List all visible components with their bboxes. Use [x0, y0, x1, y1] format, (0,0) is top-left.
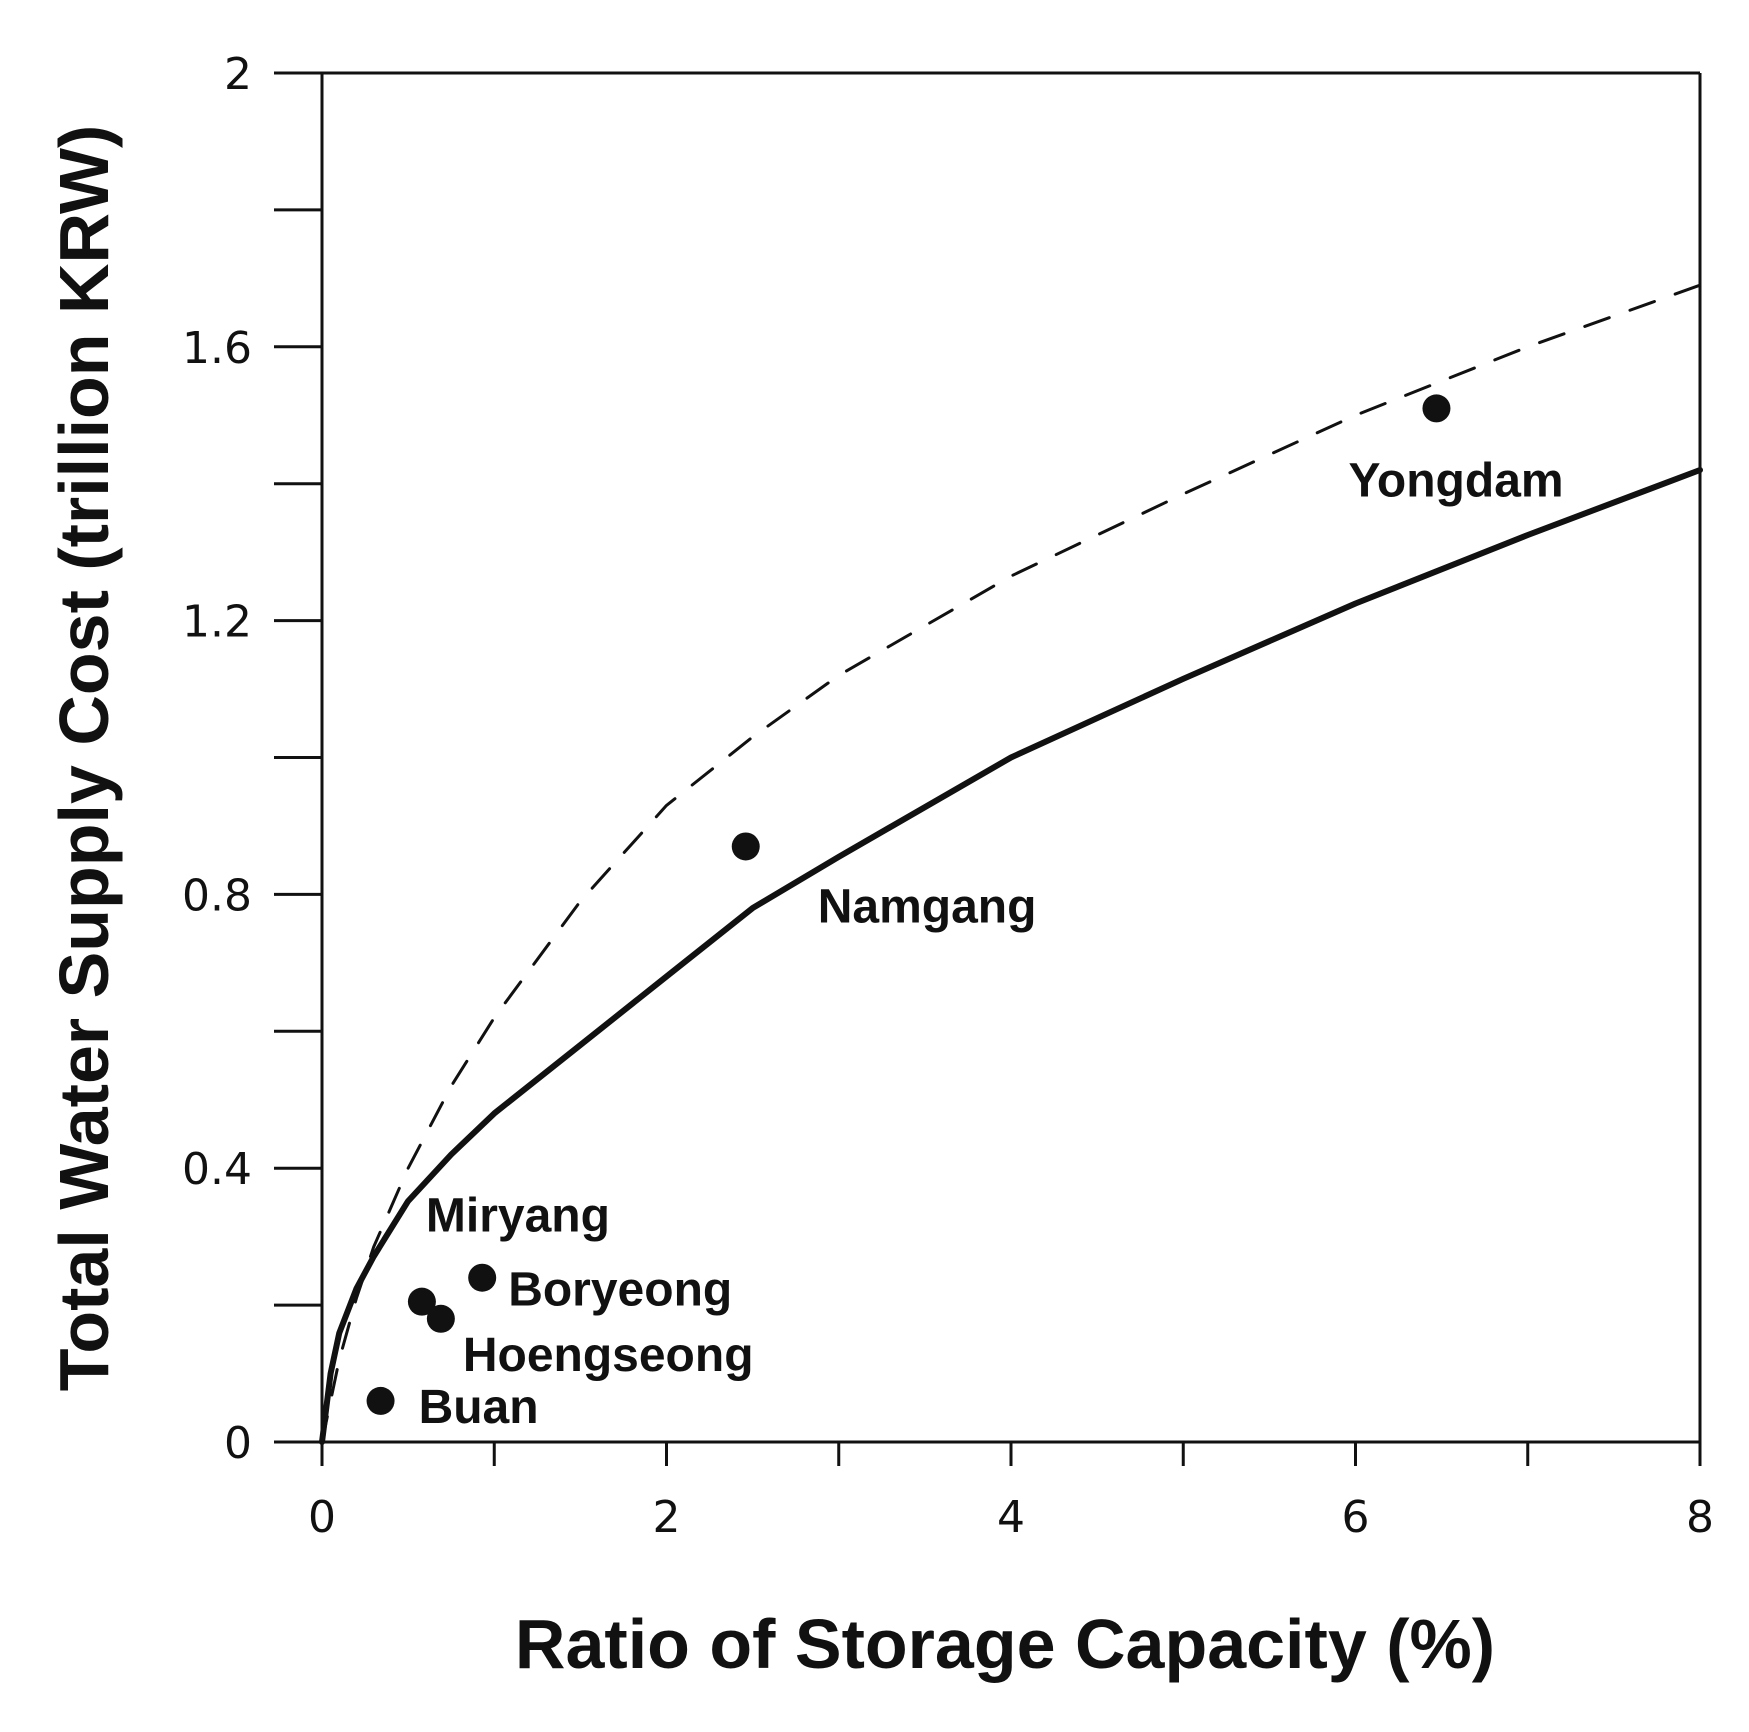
axes-layer: 0 2 4 6 8 0 0.4 0.8 1.2 1.6 2 [182, 49, 1714, 1543]
x-tick-label: 6 [1342, 1492, 1370, 1543]
point-label-boryeong: Boryeong [508, 1264, 732, 1317]
point-label-namgang: Namgang [818, 880, 1037, 933]
data-point-namgang [731, 832, 760, 861]
y-tick-label: 0.4 [182, 1144, 252, 1195]
data-point-hoengseong [426, 1304, 455, 1333]
x-tick-label: 4 [997, 1492, 1025, 1543]
data-point-yongdam [1422, 394, 1451, 423]
point-label-miryang: Miryang [426, 1190, 610, 1243]
point-label-yongdam: Yongdam [1348, 454, 1563, 507]
solid-curve [319, 467, 1703, 1445]
x-tick-label: 8 [1686, 1492, 1714, 1543]
x-axis-title: Ratio of Storage Capacity (%) [515, 1605, 1495, 1683]
data-point-boryeong [468, 1263, 497, 1292]
point-label-buan: Buan [419, 1381, 539, 1434]
curves-layer [319, 283, 1703, 1445]
y-tick-label: 2 [224, 49, 252, 100]
data-point-buan [366, 1386, 395, 1415]
data-point-miryang [407, 1287, 436, 1316]
labels-layer: Yongdam Namgang Miryang Boryeong HoengseongB… [419, 454, 1564, 1434]
dashed-curve [320, 283, 1702, 1444]
y-tick-label: 0 [224, 1418, 252, 1469]
y-axis-title: Total Water Supply Cost (trillion KRW) [45, 125, 123, 1391]
x-tick-label: 0 [308, 1492, 336, 1543]
points-layer [366, 394, 1451, 1415]
x-tick-label: 2 [653, 1492, 681, 1543]
y-tick-label: 0.8 [182, 870, 252, 921]
y-tick-label: 1.6 [182, 323, 252, 374]
y-tick-label: 1.2 [182, 597, 252, 648]
point-label-hoengseong: Hoengseong [463, 1329, 754, 1382]
